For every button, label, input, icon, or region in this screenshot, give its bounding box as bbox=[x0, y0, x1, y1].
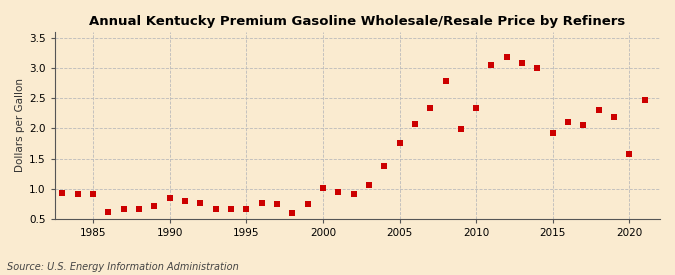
Point bbox=[103, 210, 114, 214]
Point bbox=[88, 192, 99, 196]
Point bbox=[578, 123, 589, 127]
Point bbox=[333, 190, 344, 195]
Point bbox=[425, 106, 435, 110]
Point bbox=[317, 185, 328, 190]
Y-axis label: Dollars per Gallon: Dollars per Gallon bbox=[15, 78, 25, 172]
Point bbox=[302, 202, 313, 206]
Point bbox=[118, 207, 129, 211]
Point bbox=[364, 182, 375, 187]
Point bbox=[394, 141, 405, 145]
Text: Source: U.S. Energy Information Administration: Source: U.S. Energy Information Administ… bbox=[7, 262, 238, 272]
Point bbox=[624, 152, 634, 156]
Point bbox=[149, 204, 160, 208]
Point bbox=[639, 97, 650, 102]
Point bbox=[379, 164, 389, 168]
Point bbox=[271, 202, 282, 206]
Point bbox=[72, 192, 83, 196]
Point bbox=[287, 211, 298, 215]
Point bbox=[470, 106, 481, 110]
Point bbox=[225, 207, 236, 211]
Point bbox=[164, 196, 175, 200]
Point bbox=[57, 191, 68, 195]
Point bbox=[486, 63, 497, 67]
Point bbox=[195, 201, 206, 205]
Point bbox=[134, 207, 144, 211]
Point bbox=[211, 207, 221, 211]
Point bbox=[440, 79, 451, 84]
Point bbox=[241, 207, 252, 211]
Point bbox=[563, 120, 574, 124]
Point bbox=[609, 115, 620, 119]
Point bbox=[180, 199, 190, 204]
Point bbox=[456, 127, 466, 131]
Title: Annual Kentucky Premium Gasoline Wholesale/Resale Price by Refiners: Annual Kentucky Premium Gasoline Wholesa… bbox=[89, 15, 626, 28]
Point bbox=[348, 192, 359, 196]
Point bbox=[532, 66, 543, 70]
Point bbox=[410, 122, 421, 126]
Point bbox=[593, 108, 604, 112]
Point bbox=[256, 200, 267, 205]
Point bbox=[516, 61, 527, 65]
Point bbox=[547, 131, 558, 136]
Point bbox=[502, 55, 512, 59]
